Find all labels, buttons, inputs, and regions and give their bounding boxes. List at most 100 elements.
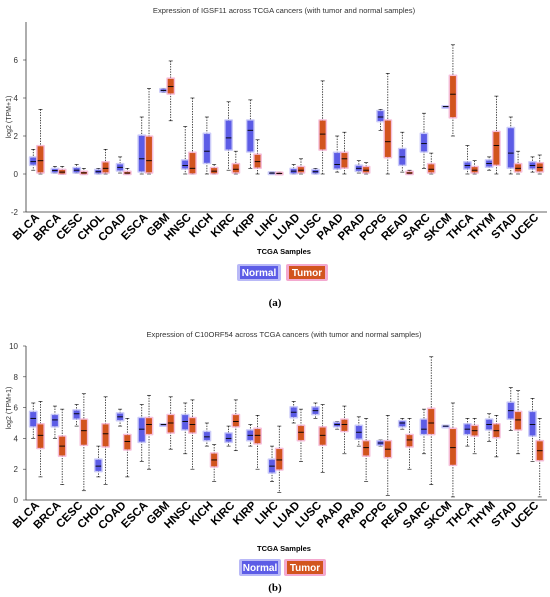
tumor-box-paad-a — [339, 131, 349, 175]
normal-box-stad-a — [506, 116, 516, 175]
normal-box-blca-a — [28, 149, 38, 171]
box-iqr — [102, 162, 109, 173]
normal-box-cesc-b — [72, 404, 82, 427]
legend-tumor-swatch-a — [289, 266, 325, 279]
tumor-box-brca-a — [57, 166, 67, 176]
tumor-box-cesc-b — [79, 393, 89, 492]
box-iqr — [449, 429, 456, 465]
y-tick-label-a: 4 — [14, 94, 19, 103]
box-iqr — [203, 133, 210, 163]
normal-box-kirc-b — [224, 425, 234, 447]
normal-box-kirc-a — [224, 101, 234, 171]
normal-box-blca-b — [28, 402, 38, 439]
y-tick-label-b: 0 — [14, 496, 19, 505]
box-iqr — [341, 419, 348, 431]
tumor-box-gbm-a — [166, 60, 176, 122]
tumor-box-chol-b — [101, 396, 111, 485]
box-iqr — [247, 120, 254, 152]
x-tick-label-kich-a: KICH — [187, 212, 215, 240]
box-iqr — [225, 433, 232, 442]
tumor-box-hnsc-b — [188, 399, 197, 470]
box-iqr — [232, 415, 239, 427]
box-iqr — [449, 76, 456, 118]
tumor-box-stad-b — [513, 390, 523, 455]
box-iqr — [51, 415, 58, 427]
y-tick-label-b: 10 — [9, 342, 18, 351]
box-iqr — [421, 133, 427, 152]
y-tick-label-a: 6 — [14, 56, 19, 65]
legend-tumor-label-a: Tumor — [292, 268, 322, 279]
tumor-box-prad-b — [361, 418, 371, 482]
normal-box-skcm-b — [441, 424, 451, 429]
box-iqr — [37, 424, 44, 448]
normal-box-paad-b — [332, 421, 342, 430]
box-iqr — [138, 418, 145, 442]
tumor-box-kirp-a — [253, 139, 262, 175]
box-iqr — [182, 160, 189, 169]
normal-box-sarc-b — [419, 408, 429, 455]
box-iqr — [428, 408, 435, 434]
box-iqr — [515, 412, 522, 430]
tumor-box-esca-a — [144, 88, 154, 175]
legend-a: Normal Tumor — [237, 264, 328, 281]
y-axis-label-b: log2 (TPM+1) — [6, 387, 13, 430]
normal-box-coad-b — [115, 408, 125, 427]
tumor-box-esca-b — [144, 394, 154, 470]
normal-box-brca-b — [50, 405, 60, 439]
y-tick-label-a: 0 — [14, 170, 19, 179]
tumor-box-pcpg-a — [383, 73, 393, 175]
normal-box-read-a — [397, 131, 407, 173]
normal-box-hnsc-b — [180, 402, 190, 455]
normal-box-gbm-b — [159, 422, 168, 427]
box-iqr — [363, 441, 370, 456]
box-iqr — [529, 412, 536, 436]
box-iqr — [428, 164, 435, 173]
tumor-box-skcm-b — [448, 402, 458, 498]
tumor-box-paad-b — [339, 405, 349, 455]
tumor-box-stad-a — [513, 150, 523, 175]
y-axis-label-a: log2 (TPM+1) — [6, 96, 13, 139]
tumor-box-thca-b — [470, 418, 480, 455]
normal-box-prad-a — [354, 160, 364, 174]
tumor-box-lihc-a — [274, 171, 284, 176]
tumor-box-blca-b — [36, 401, 45, 478]
box-iqr — [138, 135, 145, 172]
tumor-box-chol-a — [101, 149, 111, 175]
box-iqr — [189, 418, 196, 433]
box-iqr — [399, 421, 406, 427]
x-tick-label-kirc-a: KIRC — [209, 212, 237, 240]
tumor-box-ucec-b — [535, 418, 545, 498]
normal-box-chol-a — [93, 168, 103, 175]
box-iqr — [298, 167, 304, 173]
normal-box-gbm-a — [159, 87, 168, 93]
box-iqr — [225, 120, 232, 150]
panel-label-b: (b) — [268, 582, 282, 594]
chart-panel-a: Expression of IGSF11 across TCGA cancers… — [6, 6, 547, 309]
normal-box-stad-b — [506, 387, 516, 432]
normal-box-kich-b — [202, 422, 212, 447]
box-iqr — [341, 152, 348, 168]
box-iqr — [102, 424, 109, 447]
y-tick-label-a: -2 — [11, 208, 19, 217]
x-tick-label-kirp-a: KIRP — [231, 211, 259, 239]
tumor-box-thca-a — [470, 160, 480, 175]
box-iqr — [189, 152, 196, 174]
box-iqr — [30, 157, 37, 165]
legend-tumor-swatch-b — [287, 561, 323, 574]
box-iqr — [167, 415, 174, 433]
box-iqr — [363, 167, 370, 173]
x-tick-label-kirp-b: KIRP — [231, 499, 259, 527]
tumor-box-coad-b — [122, 418, 132, 478]
box-iqr — [37, 146, 44, 173]
tumor-box-kich-b — [209, 444, 219, 482]
y-tick-label-b: 6 — [14, 404, 19, 413]
box-iqr — [384, 120, 391, 158]
box-iqr — [471, 167, 478, 173]
normal-box-lihc-a — [267, 171, 277, 176]
box-iqr — [182, 415, 189, 430]
normal-box-pcpg-b — [376, 439, 385, 447]
box-iqr — [211, 168, 218, 174]
box-iqr — [30, 412, 37, 427]
normal-box-esca-a — [137, 116, 147, 175]
